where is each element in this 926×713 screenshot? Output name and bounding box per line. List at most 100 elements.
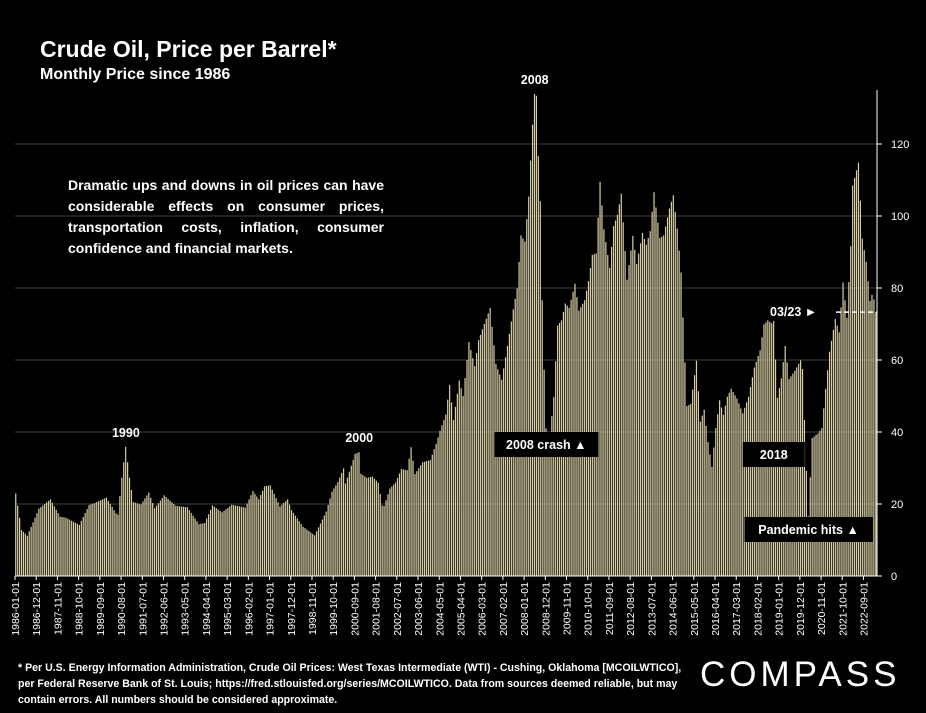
price-bar xyxy=(273,493,275,576)
price-bar xyxy=(861,238,863,576)
price-bar xyxy=(776,397,779,576)
price-bar xyxy=(344,483,347,576)
price-bar xyxy=(476,353,478,576)
price-bar xyxy=(682,317,684,576)
price-bar xyxy=(51,502,53,576)
price-bar xyxy=(526,219,528,576)
annotation-box-label: Pandemic hits ▲ xyxy=(758,523,859,537)
price-bar xyxy=(288,504,291,576)
price-bar xyxy=(842,282,844,576)
price-bar xyxy=(153,508,156,576)
price-bar xyxy=(157,503,160,576)
x-tick-label: 1991-07-01 xyxy=(137,582,149,636)
x-tick-label: 2021-10-01 xyxy=(837,582,849,636)
price-bar xyxy=(732,392,734,576)
price-bar xyxy=(236,505,239,576)
price-bar xyxy=(109,503,111,576)
price-bar xyxy=(636,263,638,576)
price-bar xyxy=(34,517,36,576)
price-bar xyxy=(192,515,194,576)
price-bar xyxy=(155,505,158,576)
price-bar xyxy=(107,500,109,576)
price-bar xyxy=(366,477,368,576)
x-tick-label: 1993-05-01 xyxy=(180,582,192,636)
price-bar xyxy=(400,469,403,576)
price-bar xyxy=(603,229,605,576)
price-bar xyxy=(161,497,163,576)
price-bar xyxy=(148,492,150,576)
price-bar xyxy=(431,454,433,576)
price-bar xyxy=(828,351,831,576)
price-bar xyxy=(350,465,352,576)
price-bar xyxy=(88,505,90,576)
price-bar xyxy=(811,438,813,576)
price-bar xyxy=(84,513,86,576)
price-bar xyxy=(699,421,701,576)
price-bar xyxy=(387,494,389,576)
price-bar xyxy=(746,402,748,576)
price-bar xyxy=(263,486,266,576)
price-bar xyxy=(314,535,316,576)
price-bar xyxy=(256,496,258,576)
price-bar xyxy=(863,250,865,576)
price-bar xyxy=(688,405,690,576)
price-bar xyxy=(171,502,173,576)
price-bar xyxy=(522,238,524,576)
price-bar xyxy=(420,465,422,576)
price-bar xyxy=(283,502,285,576)
price-bar xyxy=(119,496,121,576)
x-tick-label: 2008-01-01 xyxy=(519,582,531,636)
x-tick-label: 2018-02-01 xyxy=(752,582,764,636)
price-bar xyxy=(481,329,484,576)
price-bar xyxy=(408,458,410,576)
price-bar xyxy=(692,389,694,576)
x-tick-label: 1997-01-01 xyxy=(265,582,277,636)
price-bar xyxy=(381,505,383,576)
price-bar xyxy=(460,388,462,576)
price-bar xyxy=(67,518,69,576)
x-tick-label: 2015-05-01 xyxy=(689,582,701,636)
price-bar xyxy=(136,503,138,576)
price-bar xyxy=(396,477,399,576)
price-bar xyxy=(425,461,428,576)
price-bar xyxy=(742,413,744,576)
price-bar xyxy=(105,497,107,576)
y-tick-label: 0 xyxy=(891,571,897,583)
price-bar xyxy=(609,267,611,576)
price-bar xyxy=(329,498,331,576)
price-bar xyxy=(53,506,55,576)
price-bar xyxy=(327,504,329,576)
price-bar xyxy=(22,531,25,576)
price-bar xyxy=(734,395,736,576)
price-bar xyxy=(290,510,293,576)
price-bar xyxy=(676,228,678,576)
x-tick-label: 2001-08-01 xyxy=(371,582,383,636)
price-bar xyxy=(294,515,296,576)
price-bar xyxy=(132,502,134,576)
price-bar xyxy=(555,361,557,576)
price-bar xyxy=(680,272,682,576)
price-bar xyxy=(281,504,283,576)
price-bar xyxy=(497,369,499,576)
price-bar xyxy=(337,482,339,576)
price-bar xyxy=(800,360,802,576)
price-bar xyxy=(182,506,185,576)
price-bar xyxy=(751,377,753,576)
price-bar xyxy=(524,241,526,576)
price-bar xyxy=(634,249,636,576)
price-bar xyxy=(871,294,873,576)
x-tick-label: 1996-02-01 xyxy=(243,582,255,636)
price-bar xyxy=(377,482,379,576)
price-bar xyxy=(32,522,34,576)
price-bar xyxy=(254,493,256,576)
price-bar xyxy=(271,489,273,576)
price-bar xyxy=(450,402,453,576)
price-bar xyxy=(100,500,102,576)
price-bar xyxy=(503,368,505,576)
price-bar xyxy=(672,195,674,576)
price-bar xyxy=(454,406,457,576)
price-bar xyxy=(846,317,848,576)
price-bar xyxy=(225,509,227,576)
price-bar xyxy=(71,520,73,576)
price-bar xyxy=(202,523,204,576)
